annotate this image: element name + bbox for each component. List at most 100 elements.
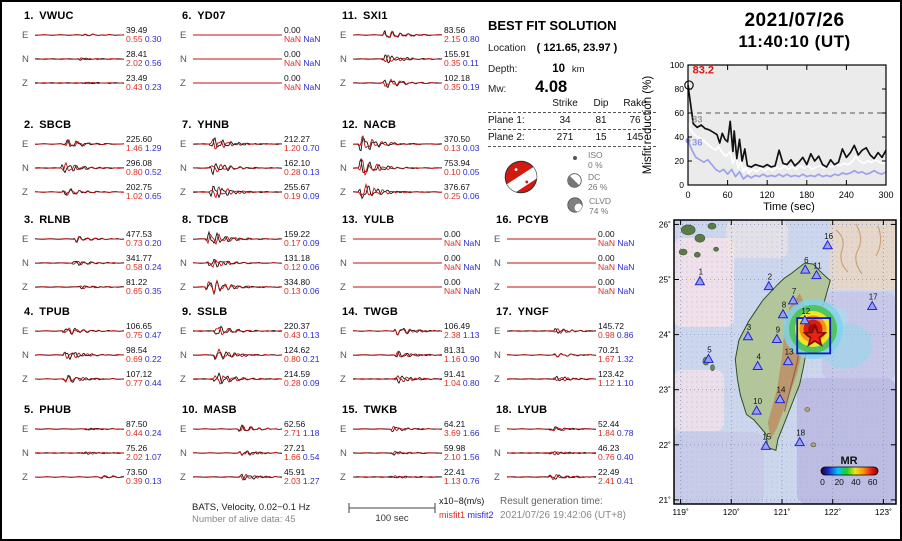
channel-row-n: N 155.91 0.35 0.11 [340,47,494,71]
station-title: 4. TPUB [24,306,71,318]
channel-values: 27.21 1.66 0.54 [284,443,334,463]
channel-label: N [340,53,347,65]
channel-label: Z [180,77,186,89]
station-number: 13 [785,348,794,357]
channel-row-z: Z 334.80 0.13 0.06 [180,275,334,299]
channel-row-z: Z 0.00 NaN NaN [340,275,494,299]
channel-row-e: E 106.49 2.38 1.13 [340,319,494,343]
waveform-trace [193,34,282,36]
peak-amplitude: 70.21 [598,344,620,355]
channel-row-e: E 0.00 NaN NaN [494,227,648,251]
series-misfit1-reduction [687,124,887,174]
peak-amplitude: 22.49 [598,466,620,477]
misfit2-value: 0.30 [144,34,162,44]
peak-amplitude: 81.22 [126,276,148,287]
misfit2-value: NaN [617,238,635,248]
waveform-trace [353,182,442,200]
misfit2-legend: misfit2 [467,510,494,520]
station-title: 1. VWUC [24,10,74,22]
misfit1-value: 0.25 [444,191,461,201]
misfit1-value: 0.98 [598,330,615,340]
channel-row-z: Z 214.59 0.28 0.09 [180,367,334,391]
colorbar-tick: 0 [820,477,825,487]
waveform-trace [507,352,596,358]
misfit2-value: 1.27 [302,476,320,486]
channel-row-z: Z 23.49 0.43 0.23 [22,71,176,95]
dc-icon [567,173,582,188]
channel-row-z: Z 102.18 0.35 0.19 [340,71,494,95]
misfit2-value: NaN [303,82,321,92]
waveform-trace [193,58,282,60]
station-number: 5 [707,345,712,354]
channel-row-e: E 0.00 NaN NaN [180,23,334,47]
misfit2-value: 1.56 [462,452,480,462]
chart-x-axis-label: Time (sec) [763,201,815,213]
misfit2-value: 0.13 [144,476,162,486]
channel-row-n: N 75.26 2.02 1.07 [22,441,176,465]
table-header-row: Strike Dip Rake [488,96,656,113]
channel-values: 39.49 0.55 0.30 [126,25,176,45]
peak-amplitude: 87.50 [126,418,148,429]
misfit1-value: 2.38 [444,330,461,340]
waveform-trace [193,162,282,176]
lat-tick-label: 21˚ [659,495,671,505]
misfit1-value: NaN [284,34,302,44]
channel-label: E [180,138,187,150]
peak-amplitude: 22.41 [444,466,466,477]
channel-label: E [180,29,187,41]
peak-amplitude: 64.21 [444,418,466,429]
channel-row-n: N 131.18 0.12 0.06 [180,251,334,275]
misfit2-value: 0.19 [462,82,480,92]
waveform-trace [507,262,596,264]
channel-label: Z [22,186,28,198]
channel-row-e: E 52.44 1.84 0.78 [494,417,648,441]
misfit1-value: 2.03 [284,476,301,486]
misfit2-value: 0.23 [144,82,162,92]
misfit1-value: 2.15 [444,34,461,44]
channel-values: 334.80 0.13 0.06 [284,277,334,297]
channel-label: N [180,349,187,361]
channel-row-n: N 27.21 1.66 0.54 [180,441,334,465]
table-row: Plane 2: 271 15 145 [488,130,656,147]
misfit1-value: 1.66 [284,452,301,462]
misfit1-value: NaN [444,286,462,296]
mw-label: Mw: [488,84,507,95]
misfit1-value: NaN [444,238,462,248]
peak-amplitude: 45.91 [284,466,306,477]
channel-values: 81.31 1.16 0.90 [444,345,494,365]
scalebar-label: 100 sec [375,513,409,524]
x-tick-label: 240 [839,190,854,200]
station-number: 8 [782,301,787,310]
misfit2-value: 1.66 [462,428,480,438]
station-block-sxi1: 11. SXI1 E 83.56 2.15 0.80 N 155.91 0.35 0.11 Z… [340,10,494,95]
waveform-trace [35,187,124,197]
station-block-masb: 10. MASB E 62.56 2.71 1.18 N 27.21 1.66 0.54 Z 4… [180,404,334,489]
peak-amplitude: 28.41 [126,48,148,59]
misfit1-value: 0.35 [444,82,461,92]
station-title: 5. PHUB [24,404,72,416]
misfit1-value: NaN [598,286,616,296]
channel-label: Z [340,186,346,198]
channel-row-n: N 162.10 0.28 0.13 [180,156,334,180]
station-marker-12 [799,314,811,325]
station-title: 7. YHNB [182,119,230,131]
channel-values: 124.62 0.80 0.21 [284,345,334,365]
station-marker-11 [811,269,822,280]
channel-values: 376.67 0.25 0.06 [444,182,494,202]
station-block-vwuc: 1. VWUC E 39.49 0.55 0.30 N 28.41 2.02 0.56 Z 23… [22,10,176,95]
channel-values: 341.77 0.58 0.24 [126,253,176,273]
waveform-trace [35,451,124,455]
solution-depth: Depth: 10 km [488,63,585,75]
channel-values: 22.41 1.13 0.76 [444,466,494,487]
misfit2-value: 0.35 [144,286,162,296]
y-tick-label: 80 [675,84,685,94]
channel-row-e: E 39.49 0.55 0.30 [22,23,176,47]
waveform-trace [35,285,124,290]
channel-values: 70.21 1.67 1.32 [598,344,648,365]
misfit1-value: 0.13 [444,143,461,153]
station-marker-17 [866,300,878,310]
channel-label: E [180,233,187,245]
channel-row-e: E 225.60 1.46 1.29 [22,132,176,156]
iso-icon [573,156,577,160]
channel-row-n: N 0.00 NaN NaN [494,251,648,275]
